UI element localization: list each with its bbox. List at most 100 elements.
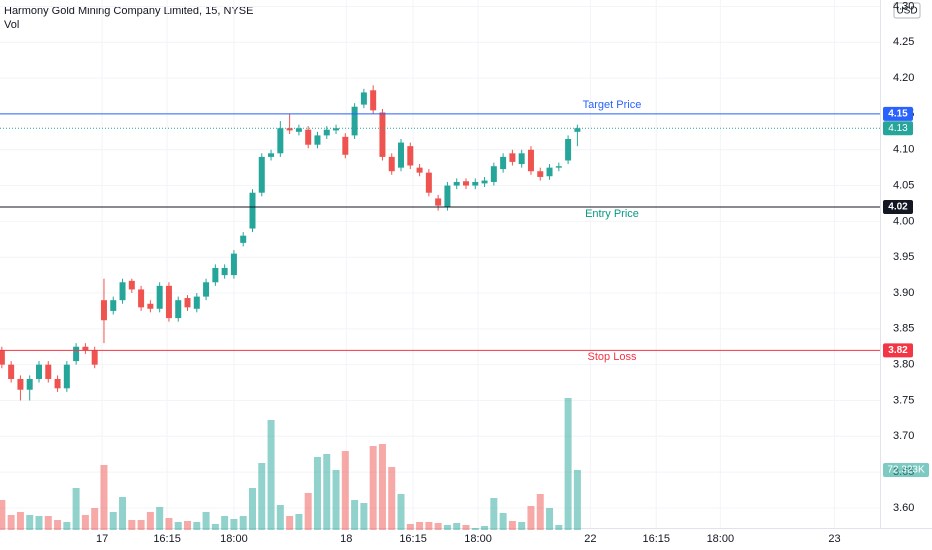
volume-bar [193, 522, 201, 530]
volume-bar [119, 496, 127, 530]
y-tick-label: 3.70 [893, 430, 914, 442]
candle-body [230, 253, 237, 276]
volume-bar [146, 511, 154, 530]
candle-body [333, 128, 340, 131]
volume-bar [128, 520, 136, 530]
candle-body [147, 303, 154, 309]
candle-body [91, 350, 98, 365]
volume-bar [35, 515, 43, 530]
y-tick-label: 3.95 [893, 251, 914, 263]
volume-bar [443, 524, 451, 530]
candle-body [388, 156, 395, 172]
volume-bar [81, 514, 89, 530]
level-label: Stop Loss [588, 351, 637, 363]
volume-bar [72, 488, 80, 530]
candle-body [546, 167, 553, 177]
volume-bar [248, 488, 256, 530]
volume-bar [573, 469, 581, 530]
volume-bar [351, 499, 359, 530]
x-tick-label: 17 [96, 533, 108, 545]
x-tick-label: 23 [828, 533, 840, 545]
currency[interactable]: USD [896, 6, 917, 17]
y-tick-label: 4.00 [893, 215, 914, 227]
candle-body [295, 128, 302, 132]
candle-body [45, 364, 52, 379]
candle-body [500, 156, 507, 170]
volume-bar [100, 465, 108, 530]
volume-legend: Vol [4, 19, 19, 31]
price-box [883, 121, 913, 136]
candle-body [156, 285, 163, 309]
price-box-label: 4.02 [888, 202, 908, 213]
price-box [883, 106, 913, 121]
candle-body [35, 364, 42, 379]
x-tick-label: 16:15 [399, 533, 427, 545]
volume-bar [564, 398, 572, 530]
volume-bar [490, 497, 498, 530]
volume-bar [546, 507, 554, 530]
candle-body [323, 129, 330, 136]
volume-bar [555, 524, 563, 530]
volume-bar [499, 513, 507, 530]
volume-bar [165, 518, 173, 530]
volume-bar [16, 511, 24, 530]
candle-body [314, 135, 321, 145]
candle-body [537, 171, 544, 177]
y-tick-label: 4.05 [893, 179, 914, 191]
candle-body [472, 181, 479, 186]
volume-bar [332, 470, 340, 530]
candle-body [286, 128, 293, 131]
level-label: Target Price [583, 99, 642, 111]
x-tick-label: 18 [340, 533, 352, 545]
candle-body [360, 92, 367, 105]
volume-bar [202, 511, 210, 530]
volume-bar [63, 522, 71, 530]
x-tick-label: 16:15 [643, 533, 671, 545]
candle-body [82, 346, 89, 351]
volume-bar [91, 507, 99, 530]
candle-body [509, 153, 516, 162]
candle-body [481, 180, 488, 184]
candle-body [398, 142, 405, 168]
candle-body [110, 300, 117, 311]
candle-body [342, 136, 349, 155]
candle-body [73, 346, 80, 362]
candle-body [370, 90, 377, 111]
volume-bar [323, 454, 331, 530]
candle-body [193, 296, 200, 309]
candle-body [128, 280, 135, 290]
volume-bar [388, 466, 396, 530]
candle-body [527, 149, 534, 172]
y-tick-label: 4.10 [893, 144, 914, 156]
y-tick-label: 4.25 [893, 36, 914, 48]
volume-bar [462, 524, 470, 530]
price-box-label: 4.15 [888, 109, 908, 120]
volume-bar [230, 518, 238, 530]
volume-bar [295, 513, 303, 530]
candle-body [100, 300, 107, 321]
currency-box[interactable] [893, 2, 921, 19]
candle-body [54, 378, 61, 389]
level-label: Entry Price [585, 208, 639, 220]
y-tick-label: 3.90 [893, 287, 914, 299]
volume-box [883, 462, 929, 477]
x-tick-label: 22 [584, 533, 596, 545]
volume-bar [416, 522, 424, 530]
candle-body [203, 282, 210, 297]
volume-last-label: 72.323K [887, 465, 925, 476]
volume-bar [276, 505, 284, 530]
volume-bar [313, 456, 321, 530]
candle-body [351, 106, 358, 136]
volume-bar [471, 528, 479, 530]
price-box [883, 200, 913, 215]
candle-body [240, 235, 247, 243]
candle-body [8, 364, 15, 379]
candle-body [119, 282, 126, 301]
candle-body [407, 146, 414, 166]
candle-body [379, 112, 386, 157]
x-tick-label: 18:00 [220, 533, 248, 545]
volume-bar [406, 524, 414, 530]
price-box-label: 3.82 [888, 345, 908, 356]
